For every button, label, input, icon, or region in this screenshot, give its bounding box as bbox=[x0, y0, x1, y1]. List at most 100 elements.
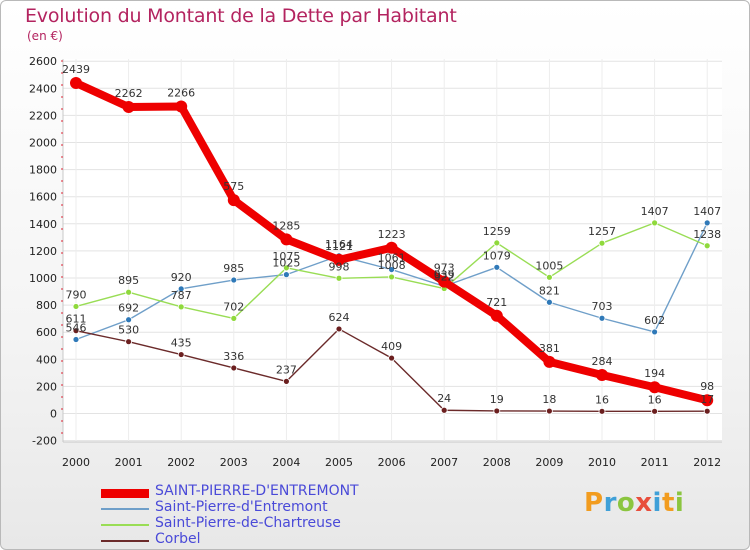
data-point bbox=[546, 273, 553, 281]
data-point bbox=[598, 314, 606, 322]
data-label: 1223 bbox=[378, 228, 406, 241]
data-point bbox=[125, 338, 132, 346]
legend-item: SAINT-PIERRE-D'ENTREMONT bbox=[101, 483, 401, 501]
data-label: 920 bbox=[171, 271, 192, 284]
data-point bbox=[598, 407, 606, 415]
data-point bbox=[703, 242, 711, 250]
data-point bbox=[701, 394, 714, 407]
data-point bbox=[72, 303, 80, 310]
data-label: 702 bbox=[223, 300, 244, 313]
x-tick-label: 2002 bbox=[167, 456, 195, 469]
legend-label: SAINT-PIERRE-D'ENTREMONT bbox=[155, 483, 359, 499]
x-tick-label: 2004 bbox=[272, 456, 300, 469]
data-point bbox=[230, 314, 238, 322]
data-point bbox=[72, 327, 80, 335]
legend-swatch bbox=[101, 540, 149, 542]
data-point bbox=[388, 354, 396, 362]
x-tick-label: 2000 bbox=[62, 456, 90, 469]
x-tick-label: 2006 bbox=[378, 456, 406, 469]
data-point bbox=[282, 271, 290, 279]
data-point bbox=[125, 316, 132, 324]
y-tick-label: 1600 bbox=[29, 191, 57, 204]
data-label: 575 bbox=[223, 180, 244, 193]
x-tick-label: 2010 bbox=[588, 456, 616, 469]
data-label: 16 bbox=[648, 393, 662, 406]
logo-letter: i bbox=[674, 488, 685, 518]
logo-letter: i bbox=[652, 488, 662, 518]
data-label: 1407 bbox=[693, 205, 721, 218]
data-point bbox=[703, 407, 711, 415]
data-label: 611 bbox=[66, 313, 87, 326]
data-label: 998 bbox=[329, 260, 350, 273]
data-label: 409 bbox=[381, 340, 402, 353]
data-label: 721 bbox=[486, 296, 507, 309]
data-label: 546 bbox=[66, 322, 87, 335]
data-point bbox=[493, 407, 501, 415]
data-point bbox=[543, 355, 556, 368]
y-tick-label: 800 bbox=[36, 299, 57, 312]
y-tick-label: 400 bbox=[36, 353, 57, 366]
x-tick-label: 2007 bbox=[430, 456, 458, 469]
data-label: 284 bbox=[592, 355, 613, 368]
y-tick-label: 2200 bbox=[29, 109, 57, 122]
legend-label: Saint-Pierre-de-Chartreuse bbox=[155, 515, 341, 531]
legend-swatch bbox=[101, 488, 149, 498]
data-point bbox=[388, 266, 396, 273]
data-point bbox=[230, 364, 238, 372]
y-tick-label: 1800 bbox=[29, 164, 57, 177]
logo-letter: r bbox=[603, 488, 617, 518]
data-point bbox=[125, 288, 132, 296]
data-label: 1061 bbox=[378, 252, 406, 265]
data-point bbox=[335, 274, 343, 282]
y-tick-label: 0 bbox=[50, 408, 57, 421]
data-label: 895 bbox=[118, 274, 139, 287]
data-point bbox=[493, 263, 501, 271]
x-tick-label: 2001 bbox=[115, 456, 143, 469]
data-label: 336 bbox=[223, 350, 244, 363]
x-tick-label: 2005 bbox=[325, 456, 353, 469]
logo-letter: x bbox=[635, 488, 653, 518]
data-point bbox=[651, 219, 658, 227]
data-label: 939 bbox=[434, 268, 455, 281]
data-point bbox=[333, 253, 345, 266]
logo-letter: t bbox=[661, 488, 675, 518]
data-label: 692 bbox=[118, 302, 139, 315]
data-label: 1164 bbox=[325, 238, 353, 251]
data-point bbox=[651, 328, 658, 336]
y-tick-label: 200 bbox=[36, 380, 57, 393]
data-point bbox=[648, 381, 661, 394]
chart-subtitle: (en €) bbox=[27, 29, 63, 43]
data-label: 24 bbox=[437, 392, 451, 405]
data-point bbox=[440, 406, 448, 414]
data-point bbox=[490, 309, 503, 322]
data-point bbox=[177, 351, 185, 358]
logo-letter: P bbox=[584, 488, 604, 518]
data-point bbox=[703, 219, 711, 227]
data-label: 381 bbox=[539, 342, 560, 355]
y-tick-label: 1200 bbox=[29, 245, 57, 258]
data-point bbox=[438, 275, 451, 288]
data-point bbox=[70, 77, 82, 90]
data-label: 18 bbox=[542, 393, 556, 406]
x-tick-label: 2008 bbox=[483, 456, 511, 469]
y-tick-label: 2600 bbox=[29, 55, 57, 68]
legend-item: Saint-Pierre-de-Chartreuse bbox=[101, 515, 401, 533]
data-label: 194 bbox=[644, 367, 665, 380]
data-label: 1257 bbox=[588, 225, 616, 238]
y-tick-label: 2000 bbox=[29, 137, 57, 150]
data-label: 1079 bbox=[483, 249, 511, 262]
data-point bbox=[230, 276, 238, 284]
data-label: 1005 bbox=[535, 259, 563, 272]
data-point bbox=[282, 377, 290, 385]
y-tick-label: 600 bbox=[36, 326, 57, 339]
data-point bbox=[227, 194, 240, 207]
data-label: 985 bbox=[223, 262, 244, 275]
data-label: 1238 bbox=[693, 228, 721, 241]
data-label: 1025 bbox=[272, 257, 300, 270]
data-point bbox=[546, 407, 553, 415]
data-point bbox=[177, 285, 185, 293]
data-label: 821 bbox=[539, 284, 560, 297]
data-point bbox=[122, 100, 135, 113]
data-point bbox=[546, 298, 553, 306]
